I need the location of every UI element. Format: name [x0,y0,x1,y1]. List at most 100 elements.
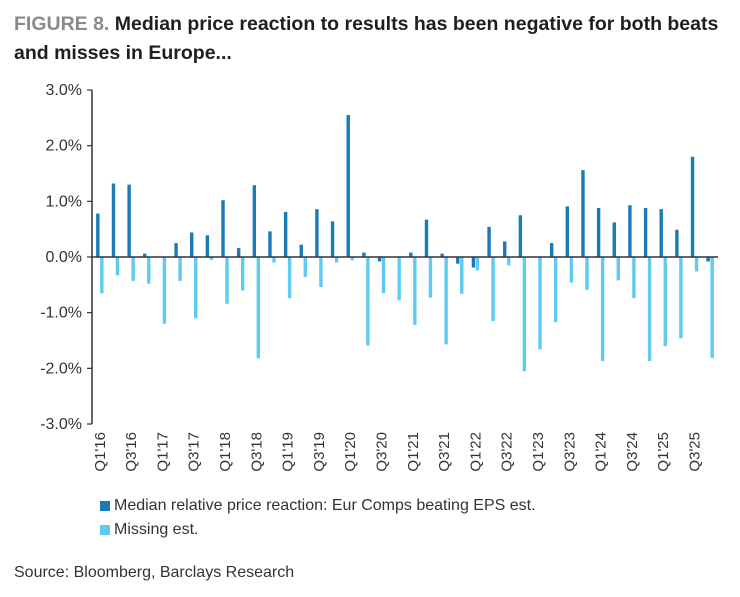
x-tick-label: Q1'17 [154,432,171,472]
bar-beat [96,213,100,257]
bar-miss [475,257,480,271]
bar-miss [647,257,652,362]
bar-beat [690,156,695,257]
bar-miss [538,257,542,350]
figure-label: FIGURE 8. [14,13,110,35]
x-tick-label: Q1'22 [467,432,484,472]
y-tick-label: 3.0% [46,82,82,99]
bar-miss [460,257,464,294]
bar-miss [381,257,386,294]
bar-beat [487,226,491,257]
legend-swatch-miss [100,525,110,535]
source-note: Source: Bloomberg, Barclays Research [14,564,295,581]
bar-miss [287,257,292,299]
bar-beat [330,221,335,257]
bar-beat [143,253,147,257]
legend-swatch-beat [100,501,110,511]
bar-miss [100,257,104,294]
bar-miss [694,257,699,272]
bar-miss [444,257,448,345]
bar-beat [471,257,476,268]
bar-miss [491,257,495,322]
bar-beat [440,253,444,257]
bar-miss [366,257,370,346]
bar-beat [675,229,679,257]
x-tick-label: Q3'21 [436,432,453,472]
bar-miss [162,257,167,324]
x-tick-label: Q3'17 [186,432,203,472]
bar-miss [350,257,354,261]
bar-beat [346,115,350,257]
bar-miss [663,257,667,347]
bar-beat [456,257,460,264]
x-tick-label: Q1'20 [342,432,359,472]
x-tick-label: Q3'16 [123,432,140,472]
bar-miss [632,257,636,299]
bar-beat [409,252,413,257]
bar-beat [581,170,585,257]
bar-miss [131,257,135,281]
legend-item-beat: Median relative price reaction: Eur Comp… [100,494,536,518]
bar-beat [283,211,288,257]
x-tick-label: Q3'23 [561,432,578,472]
bar-miss [178,257,182,281]
bar-beat [268,231,272,257]
bar-beat [190,232,194,257]
bar-beat [299,244,303,257]
x-tick-label: Q1'24 [593,432,610,472]
bar-miss [256,257,261,359]
bar-miss [115,257,120,276]
bar-beat [205,235,210,257]
x-tick-label: Q1'18 [217,432,234,472]
y-tick-label: -2.0% [40,360,82,377]
bar-miss [710,257,714,358]
bar-miss [679,257,683,339]
bar-beat [127,184,131,257]
bar-miss [413,257,417,325]
bar-beat [236,248,241,257]
bar-miss [272,257,276,263]
x-tick-label: Q3'20 [374,432,391,472]
x-tick-label: Q1'25 [655,432,672,472]
x-tick-label: Q3'18 [248,432,265,472]
bar-miss [303,257,307,278]
bar-miss [319,257,323,288]
bar-beat [628,205,632,257]
bar-beat [643,208,648,257]
bar-beat [659,209,663,257]
bar-miss [553,257,558,323]
bar-beat [503,241,507,257]
x-tick-label: Q3'25 [687,432,704,472]
y-tick-label: -1.0% [40,305,82,322]
bar-beat [565,206,570,257]
bar-miss [585,257,589,290]
bar-beat [596,208,601,257]
y-tick-label: 1.0% [46,193,82,210]
legend-label-miss: Missing est. [114,521,199,538]
bar-beat [424,219,429,257]
y-tick-label: -3.0% [40,416,82,433]
bar-miss [507,257,511,266]
figure-title-text: Median price reaction to results has bee… [14,13,719,64]
x-tick-label: Q3'19 [311,432,328,472]
x-tick-label: Q1'19 [280,432,297,472]
y-tick-label: 2.0% [46,138,82,155]
bar-miss [209,257,214,260]
x-tick-label: Q1'16 [92,432,109,472]
x-tick-label: Q1'21 [405,432,422,472]
bar-beat [174,243,178,257]
chart-title: FIGURE 8. Median price reaction to resul… [14,10,730,68]
bar-miss [397,257,401,301]
y-tick-label: 0.0% [46,249,82,266]
bar-miss [225,257,229,304]
x-tick-label: Q3'24 [624,432,641,472]
bar-beat [221,200,225,257]
bar-miss [616,257,620,281]
bar-miss [522,257,527,372]
bar-beat [549,243,554,257]
bar-miss [240,257,245,291]
legend: Median relative price reaction: Eur Comp… [100,494,536,542]
bar-miss [194,257,198,319]
bar-miss [600,257,605,362]
